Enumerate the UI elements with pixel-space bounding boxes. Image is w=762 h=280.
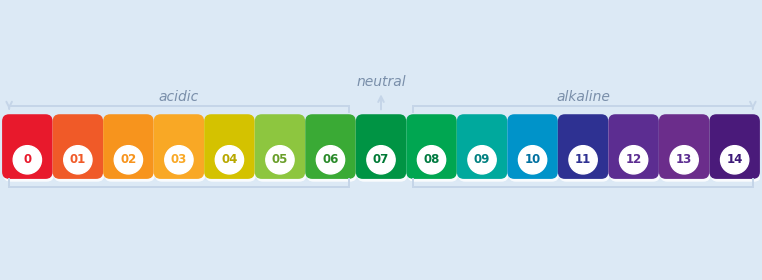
Text: 02: 02 (120, 153, 136, 166)
FancyBboxPatch shape (54, 117, 104, 182)
Circle shape (64, 146, 92, 174)
Circle shape (114, 146, 142, 174)
FancyBboxPatch shape (659, 114, 709, 179)
Text: 07: 07 (373, 153, 389, 166)
FancyBboxPatch shape (53, 114, 103, 179)
Text: 0: 0 (24, 153, 31, 166)
Circle shape (620, 146, 648, 174)
FancyBboxPatch shape (204, 114, 255, 179)
FancyBboxPatch shape (306, 114, 356, 179)
FancyBboxPatch shape (408, 117, 458, 182)
Text: 09: 09 (474, 153, 490, 166)
FancyBboxPatch shape (711, 117, 761, 182)
Circle shape (13, 146, 41, 174)
FancyBboxPatch shape (610, 117, 660, 182)
Circle shape (367, 146, 395, 174)
Circle shape (418, 146, 446, 174)
FancyBboxPatch shape (660, 117, 711, 182)
Text: 01: 01 (70, 153, 86, 166)
Text: 03: 03 (171, 153, 187, 166)
FancyBboxPatch shape (709, 114, 760, 179)
Circle shape (569, 146, 597, 174)
FancyBboxPatch shape (206, 117, 256, 182)
Text: 08: 08 (424, 153, 440, 166)
Text: 04: 04 (221, 153, 238, 166)
FancyBboxPatch shape (558, 114, 608, 179)
FancyBboxPatch shape (508, 117, 559, 182)
Text: alkaline: alkaline (556, 90, 610, 104)
FancyBboxPatch shape (406, 114, 456, 179)
Circle shape (518, 146, 546, 174)
FancyBboxPatch shape (2, 114, 53, 179)
Text: 05: 05 (272, 153, 288, 166)
FancyBboxPatch shape (306, 117, 357, 182)
FancyBboxPatch shape (357, 117, 408, 182)
Circle shape (165, 146, 193, 174)
FancyBboxPatch shape (103, 114, 154, 179)
Text: 11: 11 (575, 153, 591, 166)
FancyBboxPatch shape (255, 114, 306, 179)
FancyBboxPatch shape (154, 114, 204, 179)
FancyBboxPatch shape (356, 114, 406, 179)
FancyBboxPatch shape (507, 114, 558, 179)
FancyBboxPatch shape (104, 117, 155, 182)
Circle shape (721, 146, 749, 174)
Text: 10: 10 (524, 153, 541, 166)
Text: acidic: acidic (158, 90, 199, 104)
Circle shape (670, 146, 698, 174)
FancyBboxPatch shape (3, 117, 54, 182)
FancyBboxPatch shape (458, 117, 508, 182)
Circle shape (316, 146, 344, 174)
Circle shape (266, 146, 294, 174)
Text: 06: 06 (322, 153, 338, 166)
FancyBboxPatch shape (559, 117, 610, 182)
FancyBboxPatch shape (155, 117, 206, 182)
FancyBboxPatch shape (256, 117, 306, 182)
Text: 14: 14 (726, 153, 743, 166)
Circle shape (468, 146, 496, 174)
Text: neutral: neutral (356, 76, 406, 90)
FancyBboxPatch shape (456, 114, 507, 179)
Circle shape (216, 146, 244, 174)
Text: 12: 12 (626, 153, 642, 166)
FancyBboxPatch shape (608, 114, 659, 179)
Text: 13: 13 (676, 153, 692, 166)
